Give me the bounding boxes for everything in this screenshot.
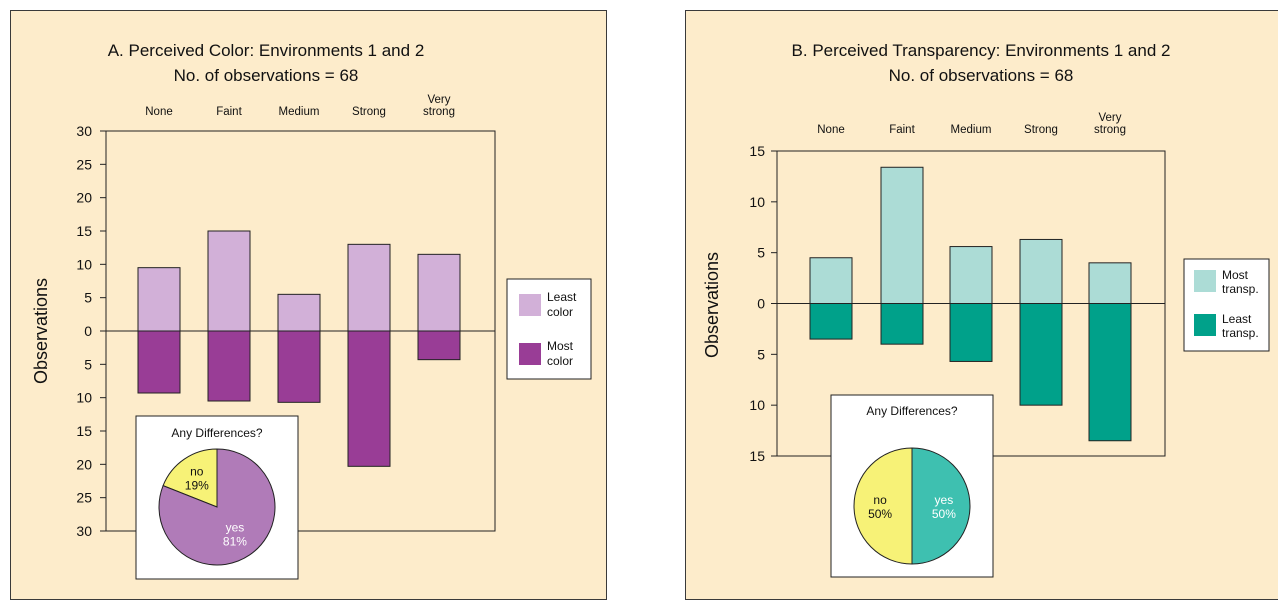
chart-b-svg: B. Perceived Transparency: Environments … xyxy=(702,41,1270,578)
bar-least-color-faint xyxy=(207,230,251,332)
y-tick-label: 5 xyxy=(84,356,92,372)
legend-label: Least xyxy=(547,290,577,304)
legend-swatch xyxy=(519,294,541,316)
category-label: Strong xyxy=(352,106,386,118)
bar-least-transp-none xyxy=(809,303,853,340)
pie-slice-yes xyxy=(158,448,276,566)
pie-label-yes: yes xyxy=(935,493,954,507)
chart-subtitle: No. of observations = 68 xyxy=(889,66,1074,85)
legend-label: color xyxy=(547,305,573,319)
bar-least-color-medium xyxy=(277,293,321,332)
y-tick-label: 15 xyxy=(749,448,765,464)
bar-least-transp-faint xyxy=(880,303,924,345)
y-tick-label: 30 xyxy=(76,123,92,139)
bar-most-color-faint xyxy=(207,330,251,402)
category-label: strong xyxy=(1094,124,1126,136)
pie-value-no: 19% xyxy=(185,478,209,492)
y-axis-label: Observations xyxy=(31,278,51,384)
bar-least-color-none xyxy=(137,267,181,332)
y-tick-label: 30 xyxy=(76,523,92,539)
bar-least-transp-medium xyxy=(949,303,993,362)
pie-label-no: no xyxy=(873,493,887,507)
pie-slice-no xyxy=(853,447,913,565)
y-tick-label: 20 xyxy=(76,190,92,206)
category-label: Medium xyxy=(279,106,320,118)
bar-most-color-none xyxy=(137,330,181,394)
category-label: Faint xyxy=(889,124,915,136)
category-label: Very xyxy=(427,94,450,106)
bar-least-transp-strong xyxy=(1019,303,1063,406)
legend-label: Most xyxy=(1222,268,1249,282)
pie-slice-yes xyxy=(911,447,971,565)
chart-panel-a: A. Perceived Color: Environments 1 and 2… xyxy=(10,10,607,600)
bar-most-transp-strong xyxy=(1019,238,1063,304)
chart-title: A. Perceived Color: Environments 1 and 2 xyxy=(108,41,425,60)
y-tick-label: 25 xyxy=(76,490,92,506)
y-tick-label: 5 xyxy=(84,290,92,306)
pie-title: Any Differences? xyxy=(866,404,957,418)
category-label: strong xyxy=(423,106,455,118)
bar-most-transp-none xyxy=(809,257,853,304)
bar-most-transp-faint xyxy=(880,166,924,304)
pie-label-yes: yes xyxy=(226,520,245,534)
bar-least-color-strong xyxy=(347,243,391,332)
bar-least-color-very-strong xyxy=(417,253,461,332)
category-label: Very xyxy=(1098,112,1121,124)
legend-swatch xyxy=(1194,270,1216,292)
category-label: Faint xyxy=(216,106,242,118)
y-tick-label: 15 xyxy=(749,143,765,159)
bar-most-transp-very-strong xyxy=(1088,262,1132,304)
y-tick-label: 0 xyxy=(757,296,765,312)
y-tick-label: 10 xyxy=(76,256,92,272)
y-tick-label: 10 xyxy=(749,194,765,210)
legend-label: color xyxy=(547,354,573,368)
pie-slice-no xyxy=(162,448,218,508)
pie-label-no: no xyxy=(190,464,204,478)
y-axis-label: Observations xyxy=(702,252,722,358)
y-tick-label: 0 xyxy=(84,323,92,339)
bar-least-transp-very-strong xyxy=(1088,303,1132,442)
y-tick-label: 5 xyxy=(757,346,765,362)
chart-panel-b: B. Perceived Transparency: Environments … xyxy=(685,10,1278,600)
chart-a-svg: A. Perceived Color: Environments 1 and 2… xyxy=(31,41,592,580)
category-label: Strong xyxy=(1024,124,1058,136)
legend-label: transp. xyxy=(1222,282,1259,296)
chart-subtitle: No. of observations = 68 xyxy=(174,66,359,85)
bar-most-color-very-strong xyxy=(417,330,461,361)
pie-value-no: 50% xyxy=(868,507,892,521)
bar-most-color-medium xyxy=(277,330,321,403)
y-tick-label: 10 xyxy=(76,390,92,406)
legend-swatch xyxy=(519,343,541,365)
category-label: Medium xyxy=(951,124,992,136)
pie-title: Any Differences? xyxy=(171,426,262,440)
legend-label: Least xyxy=(1222,312,1252,326)
legend-label: Most xyxy=(547,339,574,353)
bar-most-color-strong xyxy=(347,330,391,467)
legend-swatch xyxy=(1194,314,1216,336)
y-tick-label: 5 xyxy=(757,245,765,261)
bar-most-transp-medium xyxy=(949,246,993,304)
category-label: None xyxy=(817,124,845,136)
pie-value-yes: 81% xyxy=(223,534,247,548)
y-tick-label: 15 xyxy=(76,423,92,439)
y-tick-label: 10 xyxy=(749,397,765,413)
y-tick-label: 25 xyxy=(76,156,92,172)
y-tick-label: 15 xyxy=(76,223,92,239)
y-tick-label: 20 xyxy=(76,456,92,472)
chart-title: B. Perceived Transparency: Environments … xyxy=(792,41,1171,60)
pie-value-yes: 50% xyxy=(932,507,956,521)
legend-label: transp. xyxy=(1222,326,1259,340)
category-label: None xyxy=(145,106,173,118)
